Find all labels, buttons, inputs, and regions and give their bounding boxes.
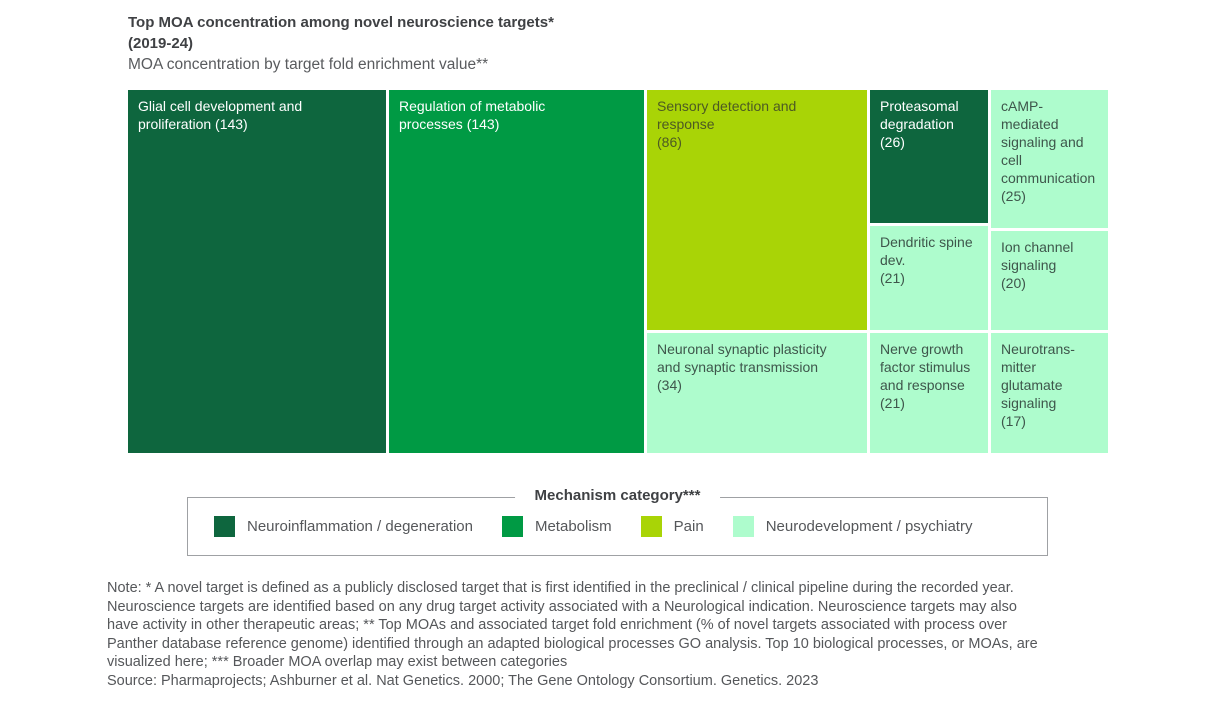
legend-title: Mechanism category*** [514,487,721,504]
footnotes: Note: * A novel target is defined as a p… [107,579,1117,691]
treemap-column-4: Proteasomal degradation (26) Dendritic s… [870,90,988,453]
chart-header: Top MOA concentration among novel neuros… [128,12,554,75]
treemap-column-3: Sensory detection and response (86) Neur… [647,90,867,453]
legend-item-label: Pain [673,518,704,535]
treemap-column-2: Regulation of metabolic processes (143) [389,90,644,453]
legend-item-pain: Pain [640,516,704,537]
legend-item-neuroinflammation: Neuroinflammation / degeneration [214,516,473,537]
neurodevelopment-swatch-icon [732,516,754,537]
note-line: Note: * A novel target is defined as a p… [107,580,1014,596]
treemap-cell-ion-channel-signaling: Ion channel signaling (20) [991,231,1108,330]
legend-item-neurodevelopment: Neurodevelopment / psychiatry [732,516,973,537]
note-line: Panther database reference genome) ident… [107,635,1038,652]
treemap-cell-neuronal-synaptic-plasticity: Neuronal synaptic plasticity and synapti… [647,333,867,453]
treemap-column-5: cAMP- mediated signaling and cell commun… [991,90,1108,453]
treemap-cell-proteasomal-degradation: Proteasomal degradation (26) [870,90,988,223]
legend-item-label: Metabolism [534,518,612,535]
legend-item-metabolism: Metabolism [501,516,612,537]
treemap-cell-regulation-metabolic: Regulation of metabolic processes (143) [389,90,644,453]
note-line: have activity in other therapeutic areas… [107,617,1008,634]
treemap-cell-dendritic-spine-dev: Dendritic spine dev. (21) [870,226,988,330]
chart-subtitle: MOA concentration by target fold enrichm… [128,56,489,73]
metabolism-swatch-icon [501,516,523,537]
treemap-cell-neurotransmitter-glutamate: Neurotrans- mitter glutamate signaling (… [991,333,1108,453]
neuroinflammation-swatch-icon [214,516,235,537]
legend-box: Mechanism category*** Neuroinflammation … [187,487,1048,556]
pain-swatch-icon [640,516,662,537]
treemap-cell-sensory-detection: Sensory detection and response (86) [647,90,867,330]
treemap-cell-nerve-growth-factor: Nerve growth factor stimulus and respons… [870,333,988,453]
note-line: Neuroscience targets are identified base… [107,598,1017,615]
note-line: visualized here; *** Broader MOA overlap… [107,654,568,671]
treemap-cell-camp-signaling: cAMP- mediated signaling and cell commun… [991,90,1108,228]
page-title: Top MOA concentration among novel neuros… [128,14,554,52]
legend-items: Neuroinflammation / degeneration Metabol… [188,498,1047,555]
legend-item-label: Neuroinflammation / degeneration [247,518,473,535]
treemap-cell-glial-cell-development: Glial cell development and proliferation… [128,90,386,453]
source-line: Source: Pharmaprojects; Ashburner et al.… [107,672,819,689]
treemap-column-1: Glial cell development and proliferation… [128,90,386,453]
moa-treemap: Glial cell development and proliferation… [128,90,1108,453]
legend-item-label: Neurodevelopment / psychiatry [765,518,973,535]
